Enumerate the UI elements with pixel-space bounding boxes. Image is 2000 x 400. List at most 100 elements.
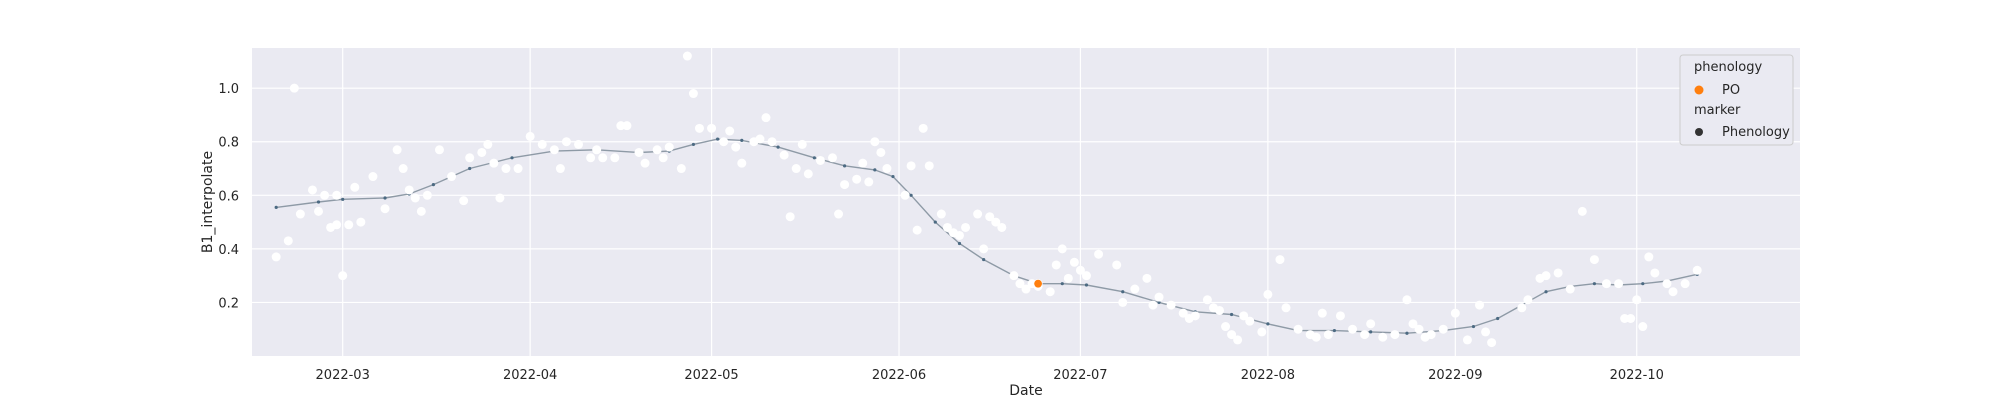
observed-point: [561, 137, 571, 147]
observed-point: [676, 164, 686, 174]
fitted-curve-line: [276, 138, 1698, 334]
observed-point: [1112, 260, 1122, 270]
observed-point: [1626, 314, 1636, 324]
observed-point: [416, 206, 426, 216]
fitted-point: [716, 137, 720, 141]
observed-point: [1553, 268, 1563, 278]
observed-point: [368, 172, 378, 182]
observed-point: [1221, 322, 1231, 332]
x-tick-label: 2022-09: [1428, 368, 1482, 383]
observed-point: [537, 139, 547, 149]
fitted-point: [383, 196, 387, 200]
observed-point: [979, 244, 989, 254]
observed-point: [1638, 322, 1648, 332]
observed-point: [459, 196, 469, 206]
observed-point: [1348, 324, 1358, 334]
observed-point: [1063, 273, 1073, 283]
observed-point: [1360, 330, 1370, 340]
y-tick-label: 0.4: [218, 243, 239, 258]
observed-point: [1202, 295, 1212, 305]
fitted-curve-points: [274, 137, 1699, 335]
observed-point: [1245, 316, 1255, 326]
observed-point: [882, 164, 892, 174]
phenology-points: [1033, 279, 1043, 289]
observed-point: [289, 83, 299, 93]
observed-point: [592, 145, 602, 155]
legend-title-marker: marker: [1694, 103, 1741, 118]
fitted-point: [957, 241, 962, 246]
fitted-point: [1496, 316, 1500, 321]
observed-point: [973, 209, 983, 219]
observed-point: [840, 180, 850, 190]
observed-point: [1275, 255, 1285, 265]
observed-point: [1487, 338, 1497, 348]
observed-point: [1366, 319, 1376, 329]
observed-point: [1402, 295, 1412, 305]
observed-point: [1481, 327, 1491, 337]
fitted-point: [1592, 282, 1597, 286]
observed-point: [1475, 300, 1485, 310]
observed-point: [410, 193, 420, 203]
observed-point: [694, 123, 704, 133]
observed-point: [1148, 300, 1158, 310]
observed-point: [652, 145, 662, 155]
observed-point: [1118, 297, 1128, 307]
fitted-point: [1157, 300, 1161, 305]
fitted-point: [909, 193, 913, 197]
observed-point: [1644, 252, 1654, 262]
observed-point: [344, 220, 354, 230]
observed-point: [283, 236, 293, 246]
observed-point: [803, 169, 813, 179]
observed-point: [1450, 308, 1460, 318]
fitted-point: [812, 156, 816, 160]
observed-point: [501, 164, 511, 174]
observed-point: [1632, 295, 1642, 305]
observed-point: [495, 193, 505, 203]
observed-point: [307, 185, 317, 195]
observed-point: [1541, 271, 1551, 281]
legend: phenology PO marker Phenology: [1679, 54, 1794, 146]
observed-point: [864, 177, 874, 187]
fitted-point: [1471, 324, 1476, 329]
observed-point: [942, 222, 952, 232]
y-axis-label: B1_interpolate: [200, 151, 216, 253]
observed-point: [483, 139, 493, 149]
observed-point: [1602, 279, 1611, 289]
observed-point: [834, 209, 844, 219]
observed-point: [997, 222, 1007, 232]
observed-point: [900, 190, 910, 200]
observed-point: [767, 137, 777, 147]
legend-box: [1679, 54, 1794, 146]
observed-point: [549, 145, 559, 155]
observed-point: [1378, 332, 1388, 342]
observed-point: [574, 139, 584, 149]
x-tick-label: 2022-08: [1241, 368, 1295, 383]
observed-point: [918, 123, 928, 133]
observed-point: [271, 252, 281, 262]
observed-point: [380, 204, 390, 214]
observed-point: [1130, 284, 1140, 294]
observed-point: [1335, 311, 1345, 321]
observed-point: [350, 182, 360, 192]
observed-point: [1408, 319, 1418, 329]
y-tick-label: 1.0: [218, 82, 239, 97]
observed-point: [598, 153, 608, 163]
observed-point: [1051, 260, 1061, 270]
observed-point: [858, 158, 868, 168]
observed-point: [1692, 265, 1702, 275]
fitted-point: [873, 168, 877, 172]
observed-point: [1293, 324, 1303, 334]
fitted-point: [316, 200, 321, 204]
observed-point: [1281, 303, 1291, 313]
observed-point: [954, 230, 964, 240]
x-tick-label: 2022-06: [872, 368, 926, 383]
fitted-point: [274, 205, 278, 209]
observed-point: [1614, 279, 1624, 289]
observed-point: [1523, 295, 1533, 305]
observed-point: [1015, 279, 1025, 289]
fitted-point: [1641, 282, 1645, 286]
observed-point: [1311, 332, 1321, 342]
observed-point: [912, 225, 922, 235]
observed-point: [640, 158, 650, 168]
